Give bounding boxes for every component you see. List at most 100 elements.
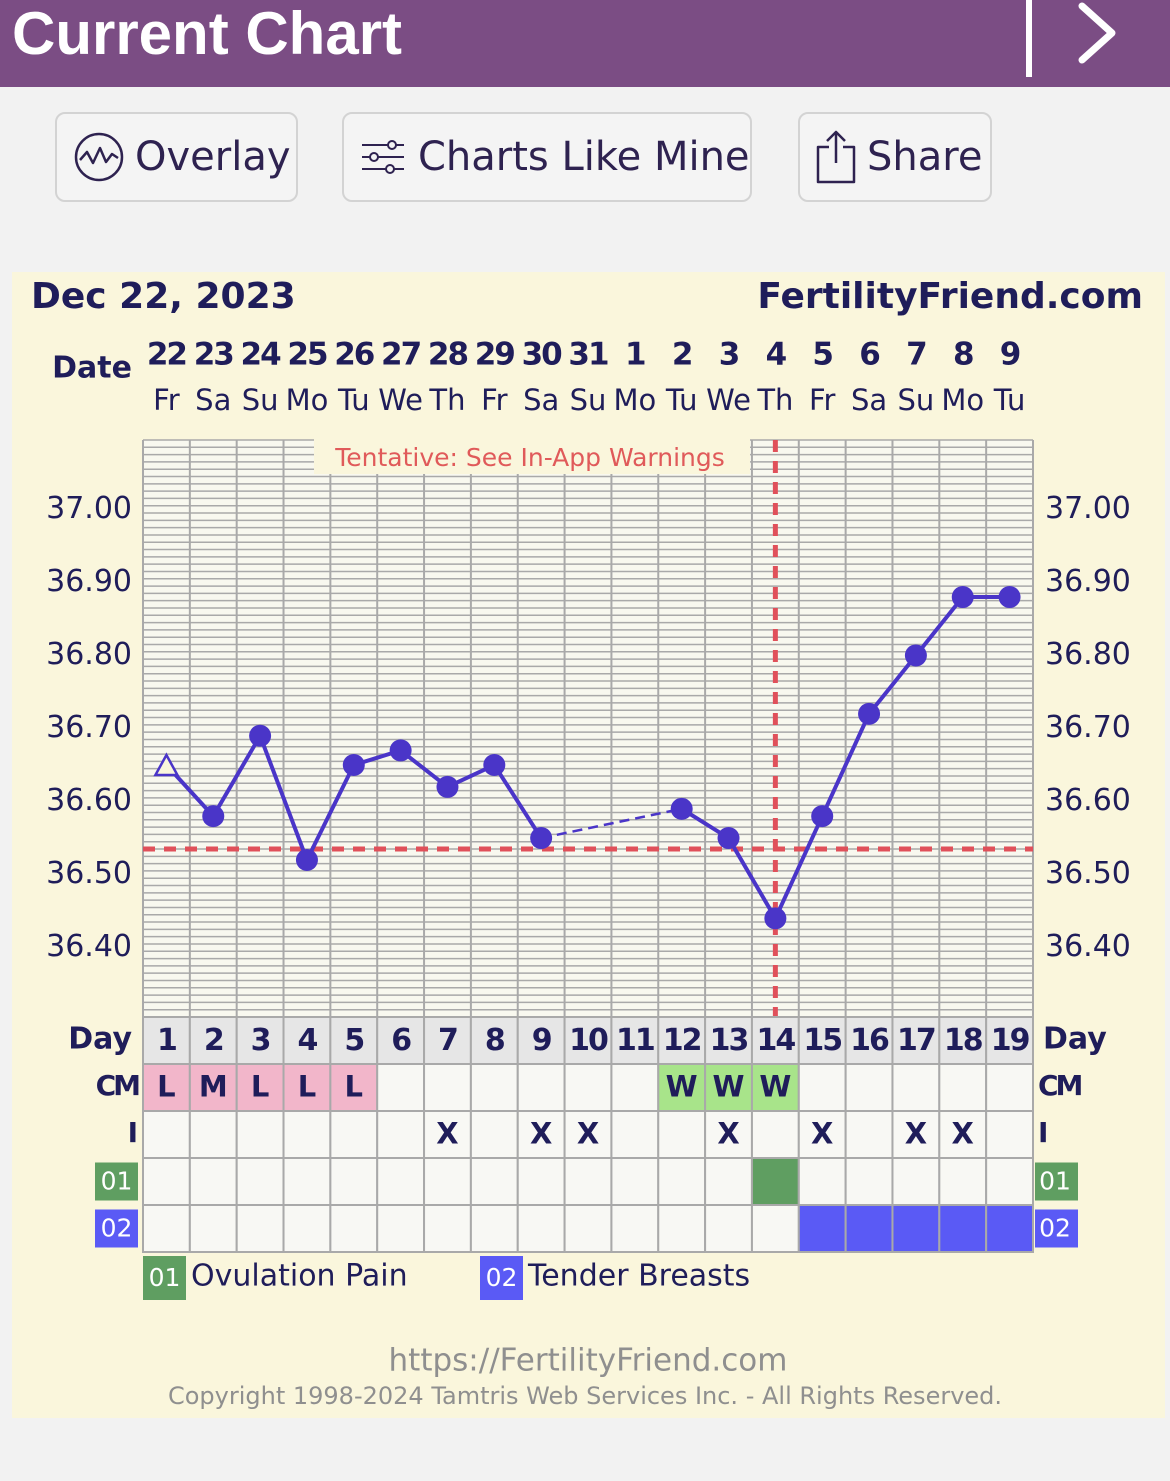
temp-point [249, 724, 272, 747]
temp-point [202, 805, 225, 828]
charts-like-mine-button[interactable]: Charts Like Mine [342, 112, 752, 202]
footer-url[interactable]: https://FertilityFriend.com [389, 1343, 788, 1379]
weekday-label: Sa [195, 383, 231, 417]
symptom-cell-marked [938, 1204, 988, 1253]
day-cell [423, 1016, 472, 1065]
app-header: Current Chart [0, 0, 1170, 87]
symptom-cell [750, 1204, 800, 1253]
cm-value: L [157, 1070, 175, 1104]
temp-point [951, 586, 974, 609]
symptom-cell [704, 1157, 753, 1206]
cm-cell [891, 1063, 941, 1112]
cm-cell [938, 1063, 988, 1112]
symptom-cell [469, 1157, 519, 1206]
share-label: Share [867, 134, 983, 180]
legend-badge [480, 1256, 523, 1300]
weekday-label: Mo [941, 383, 984, 417]
symptom-code-badge-right [1035, 1209, 1078, 1248]
date-label: 1 [625, 337, 645, 373]
symptom-cell-marked [891, 1204, 941, 1253]
symptom-cell [938, 1157, 988, 1206]
temp-segment [867, 654, 918, 716]
day-cell [563, 1016, 613, 1065]
symptom-cell [563, 1157, 613, 1206]
cm-cell [235, 1063, 285, 1112]
cm-cell [423, 1063, 472, 1112]
intercourse-mark: X [717, 1117, 739, 1151]
cm-value: W [759, 1070, 791, 1104]
date-label: 31 [568, 337, 608, 373]
overlay-icon [74, 132, 124, 182]
symptom-code-badge-right [1035, 1162, 1078, 1201]
warning-background [314, 438, 750, 474]
temp-point [530, 827, 553, 850]
symptom-code-right: 01 [1039, 1167, 1071, 1196]
chevron-right-icon [1078, 2, 1116, 64]
symptom-cell [423, 1157, 472, 1206]
symptom-cell [188, 1157, 238, 1206]
day-number: 14 [756, 1023, 795, 1058]
y-tick-label-left: 36.60 [46, 783, 132, 818]
symptom-cell [704, 1204, 753, 1253]
y-tick-label-left: 37.00 [46, 491, 132, 526]
day-number: 5 [344, 1023, 363, 1058]
intercourse-cell [985, 1110, 1035, 1159]
symptom-cell-marked [844, 1204, 894, 1253]
intercourse-mark: X [952, 1117, 974, 1151]
temp-segment [773, 815, 825, 920]
symptom-cell-marked [750, 1157, 800, 1206]
cm-cell [142, 1063, 191, 1112]
next-button[interactable] [1060, 0, 1140, 70]
symptom-cell [142, 1157, 191, 1206]
symptom-cell [282, 1204, 332, 1253]
temp-point [764, 907, 787, 930]
symptom-code-right: 02 [1039, 1214, 1071, 1243]
intercourse-cell [142, 1110, 191, 1159]
symptom-cell [516, 1204, 566, 1253]
intercourse-cell [657, 1110, 707, 1159]
temp-segment [305, 764, 356, 861]
intercourse-cell [704, 1110, 753, 1159]
cm-value: M [199, 1070, 228, 1104]
temp-point [904, 644, 927, 667]
date-label: 2 [672, 337, 692, 373]
intercourse-cell [376, 1110, 426, 1159]
date-label: 22 [147, 337, 186, 373]
intercourse-mark: X [530, 1117, 552, 1151]
temp-point [717, 827, 740, 850]
symptom-cell [329, 1204, 379, 1253]
header-divider [1026, 0, 1032, 77]
day-number: 1 [157, 1023, 176, 1058]
temp-segment [914, 595, 965, 657]
date-label: 23 [194, 337, 234, 373]
intercourse-mark: X [811, 1117, 833, 1151]
y-tick-label-left: 36.90 [46, 564, 132, 599]
temperature-series [143, 440, 1033, 1017]
date-row: 22 23 24 25 26 27 28 29 30 31 1 2 3 4 5 6 7 8 9 [147, 337, 1022, 373]
day-cell [329, 1016, 379, 1065]
y-tick-label-left: 36.50 [46, 856, 132, 891]
y-tick-label-right: 36.40 [1045, 929, 1131, 964]
symptom-cell [516, 1157, 566, 1206]
cm-value: L [251, 1070, 269, 1104]
symptom-cell [235, 1204, 285, 1253]
day-cell [610, 1016, 660, 1065]
share-button[interactable]: Share [798, 112, 992, 202]
symptom-cell [423, 1204, 472, 1253]
day-number: 6 [391, 1023, 411, 1058]
day-cell [985, 1016, 1035, 1065]
symptom-cell [188, 1204, 238, 1253]
symptom-cell-marked [797, 1204, 847, 1253]
chart-date: Dec 22, 2023 [31, 276, 296, 317]
weekday-label: Sa [851, 383, 887, 417]
date-label: 26 [334, 337, 374, 373]
day-row-label-right: Day [1043, 1022, 1107, 1057]
temp-point-open [153, 752, 180, 777]
page-title: Current Chart [12, 0, 403, 67]
weekday-label: Fr [153, 383, 180, 417]
i-row-label-right: I [1038, 1116, 1048, 1149]
day-number: 19 [991, 1023, 1029, 1058]
overlay-button[interactable]: Overlay [55, 112, 298, 202]
symptom-cell [610, 1157, 660, 1206]
cm-value: W [713, 1070, 745, 1104]
